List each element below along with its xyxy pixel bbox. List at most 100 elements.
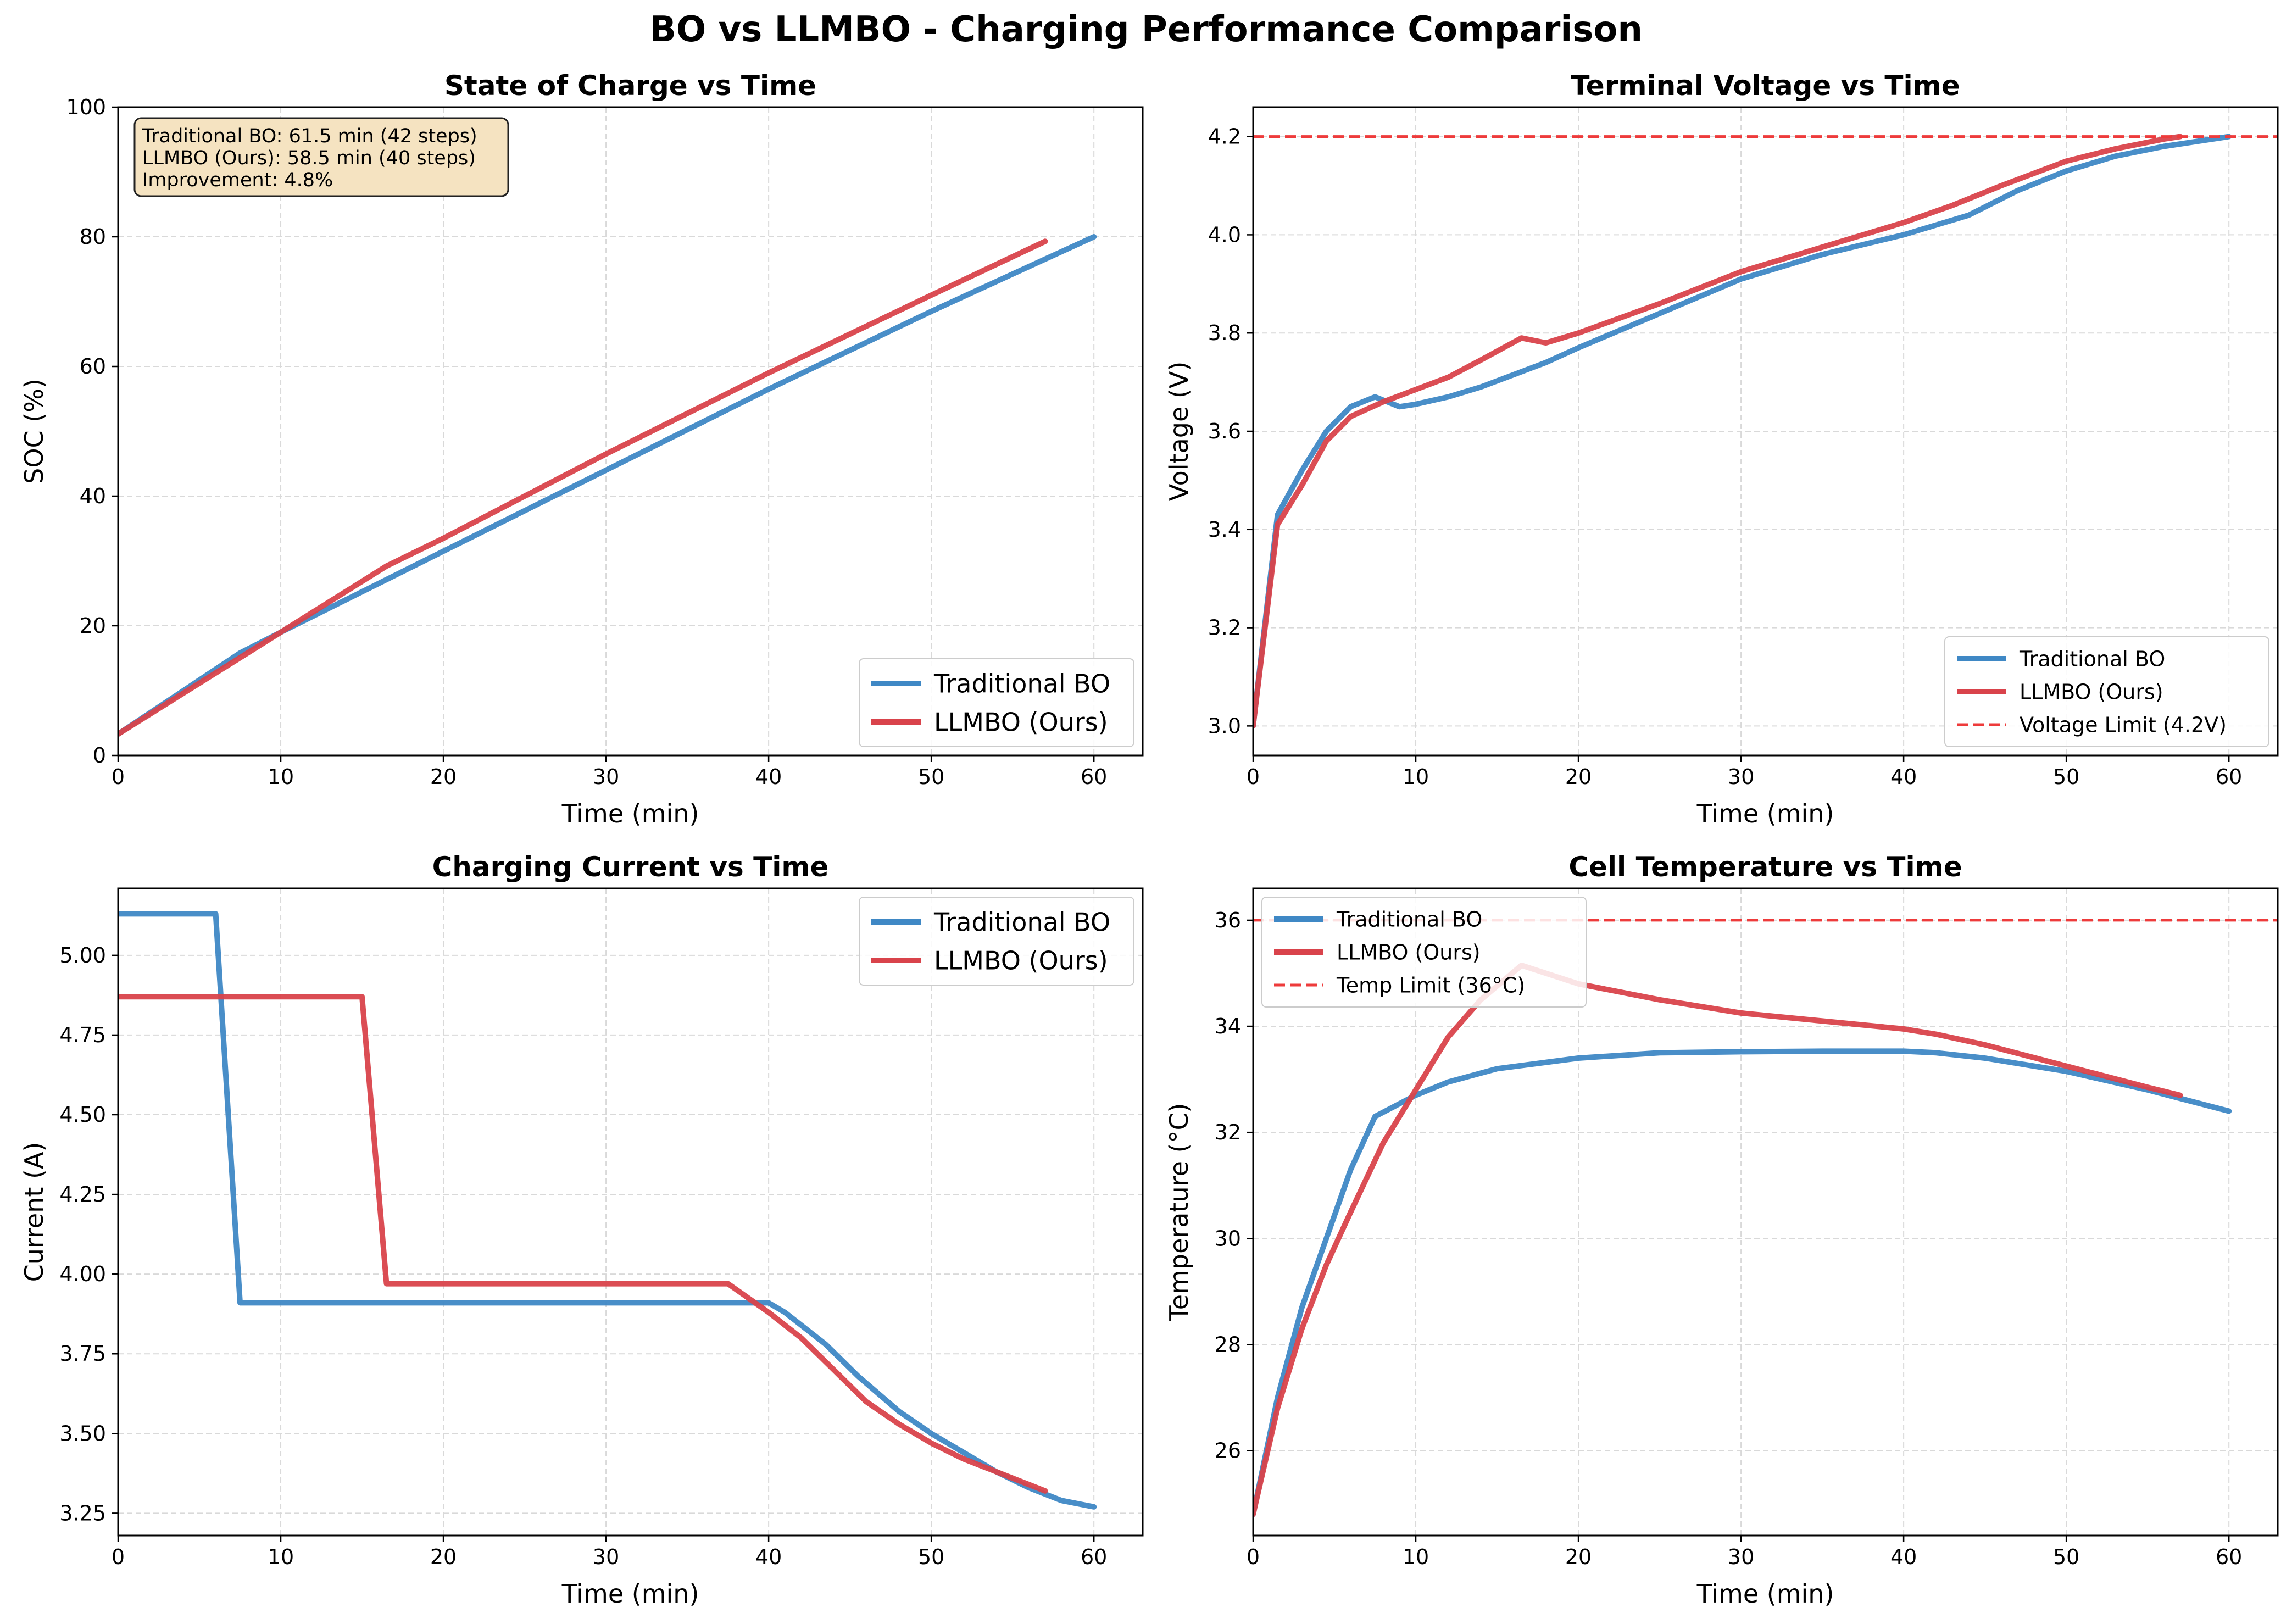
x-tick-label: 40	[755, 1545, 782, 1569]
y-tick-label: 80	[80, 225, 106, 249]
y-tick-label: 40	[80, 484, 106, 508]
series-group	[1253, 919, 2278, 1517]
x-axis-label: Time (min)	[561, 1579, 699, 1609]
y-tick-label: 3.6	[1208, 419, 1241, 443]
x-tick-label: 30	[1728, 765, 1754, 789]
chart-panel-temperature: 0 10 20 30 40 50 60 26 28 30 32 34 36 Cell Temperatur…	[1164, 851, 2279, 1609]
axes-frame	[1252, 887, 2279, 1537]
x-tick-label: 60	[2216, 765, 2242, 789]
y-tick-label: 32	[1215, 1120, 1241, 1144]
series-line-traditional-bo	[1253, 1048, 2232, 1517]
annotation-line: LLMBO (Ours): 58.5 min (40 steps)	[142, 147, 476, 169]
y-tick-label: 0	[93, 743, 106, 767]
legend-label: Traditional BO	[2019, 647, 2165, 671]
legend-label: Traditional BO	[1336, 908, 1482, 932]
legend-label: LLMBO (Ours)	[934, 708, 1108, 737]
series-line-traditional-bo	[118, 234, 1097, 737]
y-tick-label: 30	[1215, 1226, 1241, 1250]
x-axis-label: Time (min)	[561, 799, 699, 828]
x-tick-label: 20	[430, 765, 457, 789]
x-tick-label: 60	[2216, 1545, 2242, 1569]
legend-box	[859, 897, 1134, 986]
legend-box	[1261, 897, 1587, 1008]
legend: Traditional BO LLMBO (Ours) Voltage Limit …	[1944, 636, 2269, 747]
x-axis-label: Time (min)	[1696, 1579, 1834, 1609]
legend: Traditional BO LLMBO (Ours)	[859, 897, 1134, 986]
y-tick-label: 4.2	[1208, 125, 1241, 149]
y-tick-label: 3.8	[1208, 321, 1241, 345]
x-tick-label: 40	[755, 765, 782, 789]
x-tick-label: 30	[1728, 1545, 1754, 1569]
legend-label: Temp Limit (36°C)	[1336, 974, 1525, 998]
legend-label: Traditional BO	[933, 669, 1110, 699]
figure-title: BO vs LLMBO - Charging Performance Compa…	[649, 9, 1643, 50]
x-tick-label: 60	[1081, 1545, 1107, 1569]
x-tick-label: 20	[1565, 1545, 1592, 1569]
y-tick-label: 4.50	[59, 1103, 106, 1127]
annotation-background	[133, 117, 509, 197]
x-tick-label: 60	[1081, 765, 1107, 789]
axes-frame	[117, 887, 1144, 1537]
y-tick-label: 3.25	[59, 1501, 106, 1525]
chart-panel-soc: 0 10 20 30 40 50 60 0 20 40 60 80 100 State of Charge…	[19, 70, 1144, 828]
legend-label: Voltage Limit (4.2V)	[2020, 713, 2227, 737]
x-tick-label: 50	[2053, 765, 2079, 789]
chart-title: Charging Current vs Time	[432, 851, 829, 883]
y-tick-label: 4.75	[59, 1023, 106, 1047]
legend-label: LLMBO (Ours)	[2020, 680, 2163, 704]
y-axis-label: SOC (%)	[19, 379, 49, 484]
y-tick-label: 5.00	[59, 943, 106, 967]
x-tick-label: 30	[593, 765, 619, 789]
y-tick-label: 34	[1215, 1014, 1241, 1038]
axes-frame	[117, 106, 1144, 757]
legend-box	[1944, 636, 2269, 747]
x-tick-label: 0	[1247, 765, 1260, 789]
y-tick-label: 36	[1215, 908, 1241, 932]
y-axis-label: Temperature (°C)	[1164, 1103, 1194, 1321]
chart-panel-current: 0 10 20 30 40 50 60 3.25 3.50 3.75 4.00 4.25 4.50 4.7…	[19, 851, 1144, 1609]
annotation-line: Traditional BO: 61.5 min (42 steps)	[142, 125, 477, 147]
x-tick-label: 10	[1403, 1545, 1429, 1569]
y-tick-label: 100	[66, 95, 106, 119]
series-line-llmbo	[118, 994, 1048, 1494]
y-axis-label: Voltage (V)	[1164, 361, 1194, 502]
x-tick-label: 20	[430, 1545, 457, 1569]
series-line-traditional-bo	[1253, 134, 2232, 729]
x-tick-label: 10	[268, 765, 294, 789]
chart-panel-voltage: 0 10 20 30 40 50 60 3.0 3.2 3.4 3.6 3.8 4.0 4.2 Termin…	[1164, 70, 2279, 828]
y-tick-label: 20	[80, 614, 106, 638]
y-tick-label: 3.50	[59, 1421, 106, 1445]
legend-label: LLMBO (Ours)	[934, 946, 1108, 976]
x-tick-label: 50	[2053, 1545, 2079, 1569]
y-tick-label: 60	[80, 354, 106, 379]
x-tick-label: 30	[593, 1545, 619, 1569]
series-group	[118, 911, 1097, 1510]
x-tick-label: 10	[268, 1545, 294, 1569]
legend-label: Traditional BO	[933, 908, 1110, 937]
y-tick-label: 28	[1215, 1332, 1241, 1356]
series-line-llmbo	[118, 238, 1048, 737]
legend-box	[859, 658, 1134, 747]
y-tick-label: 3.0	[1208, 714, 1241, 738]
legend-label: LLMBO (Ours)	[1337, 941, 1481, 965]
series-group	[1253, 134, 2278, 729]
x-tick-label: 50	[918, 765, 944, 789]
axes-frame	[1252, 106, 2279, 757]
y-tick-label: 3.4	[1208, 518, 1241, 542]
annotation-box: Traditional BO: 61.5 min (42 steps)LLMBO…	[133, 117, 509, 197]
x-axis-label: Time (min)	[1696, 799, 1834, 828]
chart-title: State of Charge vs Time	[444, 70, 816, 102]
series-group	[118, 234, 1097, 737]
x-tick-label: 0	[112, 765, 125, 789]
y-tick-label: 26	[1215, 1439, 1241, 1463]
chart-title: Terminal Voltage vs Time	[1571, 70, 1960, 102]
x-tick-label: 10	[1403, 765, 1429, 789]
series-line-llmbo	[1253, 134, 2183, 729]
x-tick-label: 0	[1247, 1545, 1260, 1569]
chart-title: Cell Temperature vs Time	[1568, 851, 1962, 883]
x-tick-label: 20	[1565, 765, 1592, 789]
series-line-llmbo	[1253, 963, 2183, 1517]
x-tick-label: 50	[918, 1545, 944, 1569]
annotation-line: Improvement: 4.8%	[142, 169, 333, 191]
